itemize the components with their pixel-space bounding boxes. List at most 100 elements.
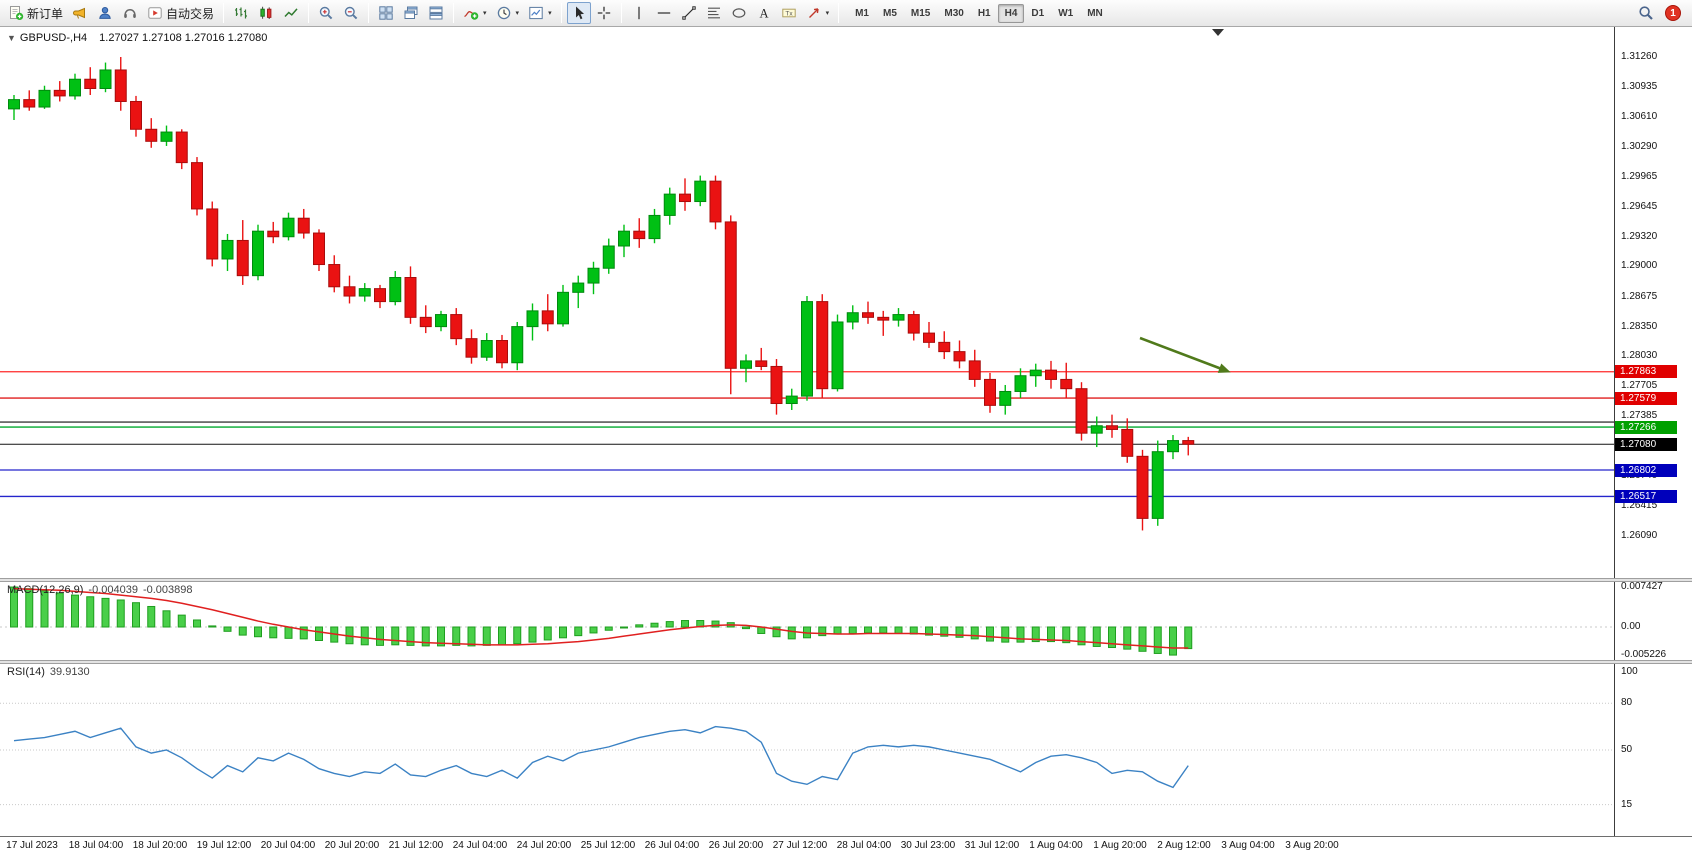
macd-histogram-bar [1016, 626, 1025, 643]
auto-trading-button-label: 自动交易 [166, 6, 215, 21]
macd-histogram-bar [208, 625, 217, 628]
timeframe-m5-button[interactable]: M5 [883, 7, 897, 19]
macd-pane: MACD(12,26,9) -0.004039 -0.003898 [0, 582, 1614, 660]
toolbar-separator [620, 3, 622, 23]
macd-histogram-bar [543, 626, 552, 641]
text-label-button[interactable]: Tx [777, 2, 801, 24]
candle-body [374, 288, 386, 303]
timeframe-w1-button[interactable]: W1 [1058, 7, 1074, 19]
time-axis-label: 17 Jul 2023 [6, 840, 58, 851]
candle-body [343, 286, 356, 297]
candle-body [984, 378, 996, 406]
dropdown-arrow-icon[interactable]: ▾ [483, 10, 487, 17]
arrange-windows-button[interactable] [424, 2, 448, 24]
dropdown-arrow-icon[interactable]: ▾ [548, 10, 552, 17]
time-axis-label: 24 Jul 20:00 [516, 840, 572, 851]
main-chart-canvas[interactable] [0, 27, 1614, 578]
candle-body [572, 282, 585, 293]
line-chart-button[interactable] [279, 2, 303, 24]
autotrade-icon [147, 5, 163, 21]
macd-canvas[interactable] [0, 582, 1614, 660]
auto-trading-button[interactable]: 自动交易 [143, 2, 218, 24]
candle-body [1136, 455, 1149, 519]
time-axis-label: 31 Jul 12:00 [964, 840, 1020, 851]
crosshair-button[interactable] [592, 2, 616, 24]
candle-body [221, 239, 234, 260]
trendline-button[interactable] [677, 2, 701, 24]
tile-windows-button[interactable] [374, 2, 398, 24]
timeframe-m1-button[interactable]: M1 [855, 7, 869, 19]
accounts-button[interactable] [93, 2, 117, 24]
shapes-button[interactable] [727, 2, 751, 24]
candle-body [770, 365, 783, 405]
bar-chart-button[interactable] [229, 2, 253, 24]
drawn-arrow-annotation[interactable] [1139, 336, 1228, 373]
macd-histogram-bar [711, 620, 720, 628]
candlestick-chart-button[interactable] [254, 2, 278, 24]
time-axis-label: 3 Aug 20:00 [1285, 840, 1339, 851]
templates-button[interactable]: ▾ [524, 2, 556, 24]
timeframe-d1-button[interactable]: D1 [1031, 7, 1045, 19]
rsi-canvas[interactable] [0, 664, 1614, 836]
cursor-button[interactable] [566, 2, 591, 24]
macd-histogram-bar [1123, 626, 1132, 650]
timeframe-h4-button[interactable]: H4 [997, 3, 1025, 23]
horizontal-line-button[interactable] [652, 2, 676, 24]
dropdown-arrow-icon[interactable]: ▾ [825, 10, 830, 17]
chart-shift-marker[interactable] [1212, 29, 1224, 36]
alerts-button[interactable] [68, 2, 92, 24]
pane-splitter[interactable] [0, 578, 1692, 582]
timeframe-h1-button[interactable]: H1 [977, 7, 991, 19]
price-scale[interactable]: 1.31260 1.30935 1.30610 1.30290 1.29965 1.296… [1615, 27, 1692, 836]
notification-badge[interactable]: 1 [1665, 5, 1681, 21]
time-axis-label: 25 Jul 12:00 [580, 840, 636, 851]
macd-histogram-bar [787, 626, 796, 640]
new-order-button[interactable]: 新订单 [4, 2, 67, 24]
timeframe-m30-button[interactable]: M30 [944, 7, 964, 19]
zoom-out-button[interactable] [339, 2, 363, 24]
pane-splitter[interactable] [0, 660, 1692, 664]
zoom-in-button[interactable] [314, 2, 338, 24]
indicators-button[interactable]: ▾ [459, 2, 491, 24]
time-axis-label: 30 Jul 23:00 [900, 840, 956, 851]
time-scale[interactable]: 17 Jul 2023 18 Jul 04:00 18 Jul 20:00 19 Ju… [0, 836, 1692, 853]
dropdown-arrow-icon[interactable]: ▾ [515, 10, 520, 17]
search-button[interactable] [1634, 2, 1658, 24]
macd-histogram-bar [101, 597, 110, 628]
timeframe-m15-button[interactable]: M15 [910, 7, 931, 19]
macd-histogram-bar [147, 605, 156, 628]
vertical-line-button[interactable] [627, 2, 651, 24]
price-axis-label: 1.27385 [1621, 410, 1658, 422]
candle-body [557, 291, 569, 325]
time-axis-label: 3 Aug 04:00 [1221, 840, 1275, 851]
rsi-axis-label: 100 [1621, 666, 1638, 677]
support-button[interactable] [118, 2, 142, 24]
macd-histogram-bar [970, 626, 979, 640]
text-button[interactable]: A [752, 2, 776, 24]
candle-body [923, 332, 935, 343]
macd-histogram-bar [162, 610, 171, 628]
macd-histogram-bar [360, 626, 369, 646]
cascade-windows-button[interactable] [399, 2, 423, 24]
macd-histogram-bar [1001, 626, 1010, 643]
candle-body [648, 214, 661, 240]
fibonacci-button[interactable] [702, 2, 726, 24]
candle-body [480, 340, 493, 358]
timeframe-mn-button[interactable]: MN [1087, 7, 1103, 19]
zoom-out-icon [343, 5, 359, 21]
macd-histogram-bar [498, 626, 506, 646]
collapse-arrow-icon[interactable]: ▼ [7, 33, 16, 43]
candle-body [1060, 378, 1073, 390]
toolbar-separator [560, 3, 562, 23]
macd-histogram-bar [1138, 626, 1147, 652]
macd-histogram-bar [421, 626, 430, 647]
macd-histogram-bar [1184, 626, 1193, 650]
periods-button[interactable]: ▾ [492, 2, 524, 24]
candle-body [526, 310, 539, 328]
candle-body [1182, 440, 1195, 445]
candle-body [541, 310, 554, 325]
arrows-button[interactable]: ▾ [802, 2, 834, 24]
svg-text:A: A [759, 7, 768, 21]
macd-histogram-bar [1077, 626, 1086, 646]
price-level-badge: 1.26517 [1615, 489, 1677, 503]
